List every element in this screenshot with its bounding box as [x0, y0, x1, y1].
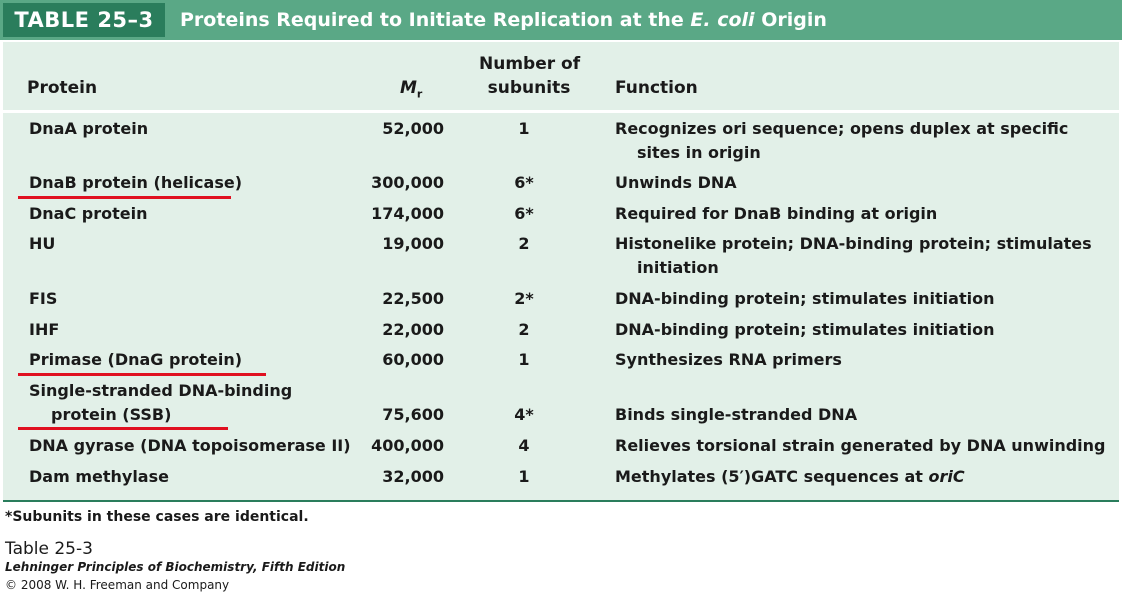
subunit-count: 1 — [518, 467, 530, 486]
protein-name: DnaB protein (helicase) — [29, 173, 243, 192]
protein-name: HU — [29, 234, 56, 253]
protein-name: Single-stranded DNA-binding — [29, 381, 293, 400]
molecular-weight: 75,600 — [382, 405, 444, 424]
function-text: Required for DnaB binding at origin — [615, 204, 938, 223]
protein-name-cont: protein (SSB) — [51, 405, 172, 424]
table-footnote: *Subunits in these cases are identical. — [5, 509, 309, 525]
function-text: Methylates (5′)GATC sequences at oriC — [615, 465, 965, 489]
protein-name: FIS — [29, 289, 58, 308]
mr-symbol: M — [400, 78, 417, 98]
table-title-bar — [0, 0, 1122, 40]
mr-subscript: r — [416, 87, 423, 101]
subunit-count: 1 — [518, 119, 530, 138]
subunit-count: 2 — [518, 320, 530, 339]
table-title: Proteins Required to Initiate Replicatio… — [180, 3, 827, 37]
function-text: DNA-binding protein; stimulates initiati… — [615, 320, 995, 339]
title-prefix: Proteins Required to Initiate Replicatio… — [180, 9, 691, 31]
col-header-function: Function — [615, 78, 698, 98]
header-divider — [3, 110, 1119, 113]
function-text: Synthesizes RNA primers — [615, 350, 842, 369]
red-underline-ssb — [18, 427, 228, 430]
subunit-count: 1 — [518, 350, 530, 369]
molecular-weight: 60,000 — [382, 350, 444, 369]
protein-name: DnaC protein — [29, 204, 148, 223]
caption-title: Table 25-3 — [5, 539, 93, 559]
protein-name: Dam methylase — [29, 467, 169, 486]
table-bottom-border — [3, 500, 1119, 502]
function-text: Unwinds DNA — [615, 173, 737, 192]
protein-name: DNA gyrase (DNA topoisomerase II) — [29, 436, 351, 455]
molecular-weight: 400,000 — [371, 436, 444, 455]
molecular-weight: 174,000 — [371, 204, 444, 223]
table-label: TABLE 25–3 — [3, 3, 165, 37]
function-text: Recognizes ori sequence; opens duplex at… — [615, 119, 1069, 138]
col-header-protein: Protein — [27, 78, 98, 98]
molecular-weight: 52,000 — [382, 119, 444, 138]
function-text: Histonelike protein; DNA-binding protein… — [615, 234, 1092, 253]
subunit-count: 4* — [514, 405, 534, 424]
red-underline-primase — [18, 373, 266, 376]
molecular-weight: 19,000 — [382, 234, 444, 253]
col-header-subunits-2: subunits — [487, 78, 571, 98]
title-suffix: Origin — [754, 9, 827, 31]
function-text-cont: initiation — [637, 258, 719, 277]
subunit-count: 2* — [514, 289, 534, 308]
protein-name: IHF — [29, 320, 60, 339]
function-text-main: Methylates (5′)GATC sequences at — [615, 467, 929, 486]
col-header-mr: Mr — [400, 77, 422, 105]
red-underline-helicase — [18, 196, 231, 199]
protein-name: DnaA protein — [29, 119, 149, 138]
function-text: DNA-binding protein; stimulates initiati… — [615, 289, 995, 308]
function-text-cont: sites in origin — [637, 143, 761, 162]
function-oric: oriC — [928, 467, 965, 486]
table-body — [3, 42, 1119, 502]
subunit-count: 2 — [518, 234, 530, 253]
function-text: Binds single-stranded DNA — [615, 405, 858, 424]
molecular-weight: 22,000 — [382, 320, 444, 339]
subunit-count: 4 — [518, 436, 530, 455]
subunit-count: 6* — [514, 173, 534, 192]
subunit-count: 6* — [514, 204, 534, 223]
caption-book: Lehninger Principles of Biochemistry, Fi… — [5, 560, 346, 574]
col-header-subunits-1: Number of — [479, 54, 581, 74]
caption-copyright: © 2008 W. H. Freeman and Company — [5, 578, 230, 592]
function-text: Relieves torsional strain generated by D… — [615, 436, 1106, 455]
molecular-weight: 32,000 — [382, 467, 444, 486]
molecular-weight: 22,500 — [382, 289, 444, 308]
molecular-weight: 300,000 — [371, 173, 444, 192]
protein-name: Primase (DnaG protein) — [29, 350, 243, 369]
title-organism: E. coli — [690, 9, 755, 31]
